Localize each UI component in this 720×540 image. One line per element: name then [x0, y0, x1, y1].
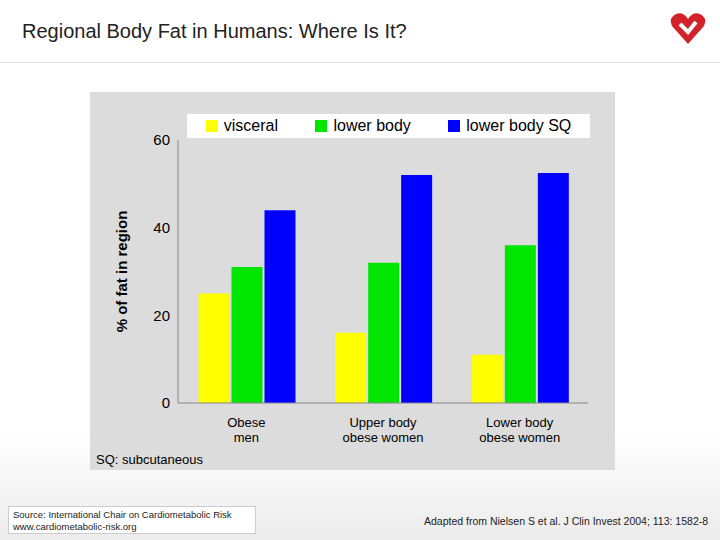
- html-text:lower body SQ: lower body SQ: [466, 117, 572, 134]
- html-text:SQ: subcutaneous: SQ: subcutaneous: [96, 452, 203, 467]
- html-text:visceral: visceral: [223, 117, 278, 134]
- svg-text:60: 60: [153, 131, 170, 148]
- html-text:Adapted from Nielsen S et al.: Adapted from Nielsen S et al. J Clin Inv…: [424, 515, 709, 527]
- svg-text:20: 20: [153, 307, 170, 324]
- svg-text:Upper bodyobese women: Upper bodyobese women: [343, 415, 424, 445]
- html-text:Source: International Chair on: Source: International Chair on Cardiomet…: [13, 509, 232, 520]
- html-text:www.cardiometabolic-risk.org: www.cardiometabolic-risk.org: [13, 521, 137, 532]
- html-text:Regional Body Fat in Humans: W: Regional Body Fat in Humans: Where Is It…: [22, 20, 407, 42]
- svg-text:Obesemen: Obesemen: [227, 415, 265, 445]
- svg-text:Lower bodyobese women: Lower bodyobese women: [479, 415, 560, 445]
- html-text:lower body: lower body: [333, 117, 411, 134]
- svg-text:0: 0: [162, 394, 170, 411]
- svg-text:% of fat in region: % of fat in region: [113, 211, 130, 333]
- svg-text:40: 40: [153, 219, 170, 236]
